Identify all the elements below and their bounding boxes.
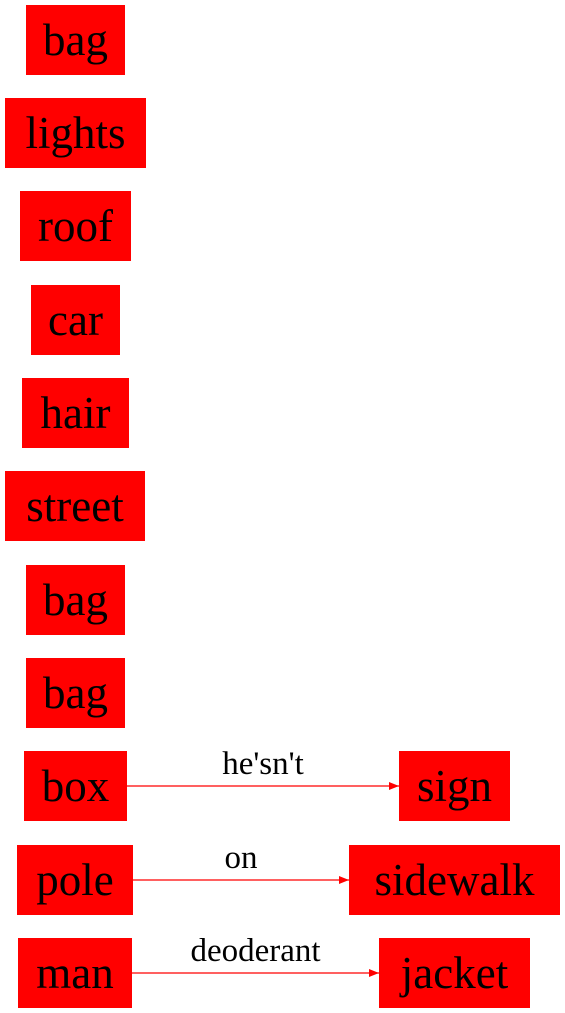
node-sign: sign (399, 751, 510, 821)
node-box: box (24, 751, 127, 821)
node-jacket: jacket (379, 938, 530, 1008)
edge-label: deoderant (190, 933, 321, 969)
edge-label: he'sn't (222, 746, 304, 782)
node-label: jacket (400, 947, 509, 998)
node-label: sidewalk (374, 854, 535, 905)
node-label: bag (43, 667, 108, 718)
node-bag: bag (26, 658, 125, 728)
node-label: hair (40, 387, 111, 438)
node-label: bag (43, 14, 108, 65)
node-bag: bag (26, 565, 125, 635)
node-label: man (36, 947, 114, 998)
node-label: bag (43, 574, 108, 625)
node-label: roof (38, 200, 113, 251)
node-bag: bag (26, 5, 125, 75)
node-label: street (26, 480, 124, 531)
node-lights: lights (5, 98, 146, 168)
node-label: lights (25, 107, 126, 158)
node-roof: roof (20, 191, 131, 261)
edge-label: on (224, 840, 258, 876)
node-man: man (18, 938, 132, 1008)
node-label: box (41, 760, 110, 811)
node-label: car (48, 294, 103, 345)
node-sidewalk: sidewalk (349, 845, 560, 915)
node-label: pole (36, 854, 114, 905)
node-label: sign (416, 760, 492, 811)
node-street: street (5, 471, 145, 541)
node-hair: hair (22, 378, 129, 448)
node-car: car (31, 285, 120, 355)
node-pole: pole (17, 845, 133, 915)
